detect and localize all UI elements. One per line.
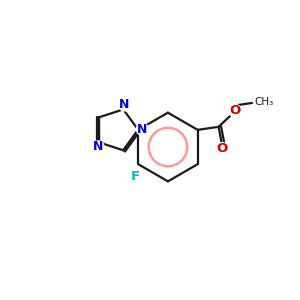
Text: N: N: [93, 140, 103, 154]
Text: N: N: [119, 98, 130, 111]
Text: O: O: [217, 142, 228, 155]
Text: N: N: [137, 123, 148, 136]
Text: F: F: [131, 170, 140, 183]
Circle shape: [129, 170, 142, 183]
Circle shape: [92, 141, 104, 153]
Circle shape: [229, 104, 241, 117]
Circle shape: [118, 99, 130, 111]
Circle shape: [216, 143, 228, 155]
Text: O: O: [230, 104, 241, 117]
Circle shape: [136, 123, 148, 135]
Text: CH₃: CH₃: [254, 98, 273, 107]
